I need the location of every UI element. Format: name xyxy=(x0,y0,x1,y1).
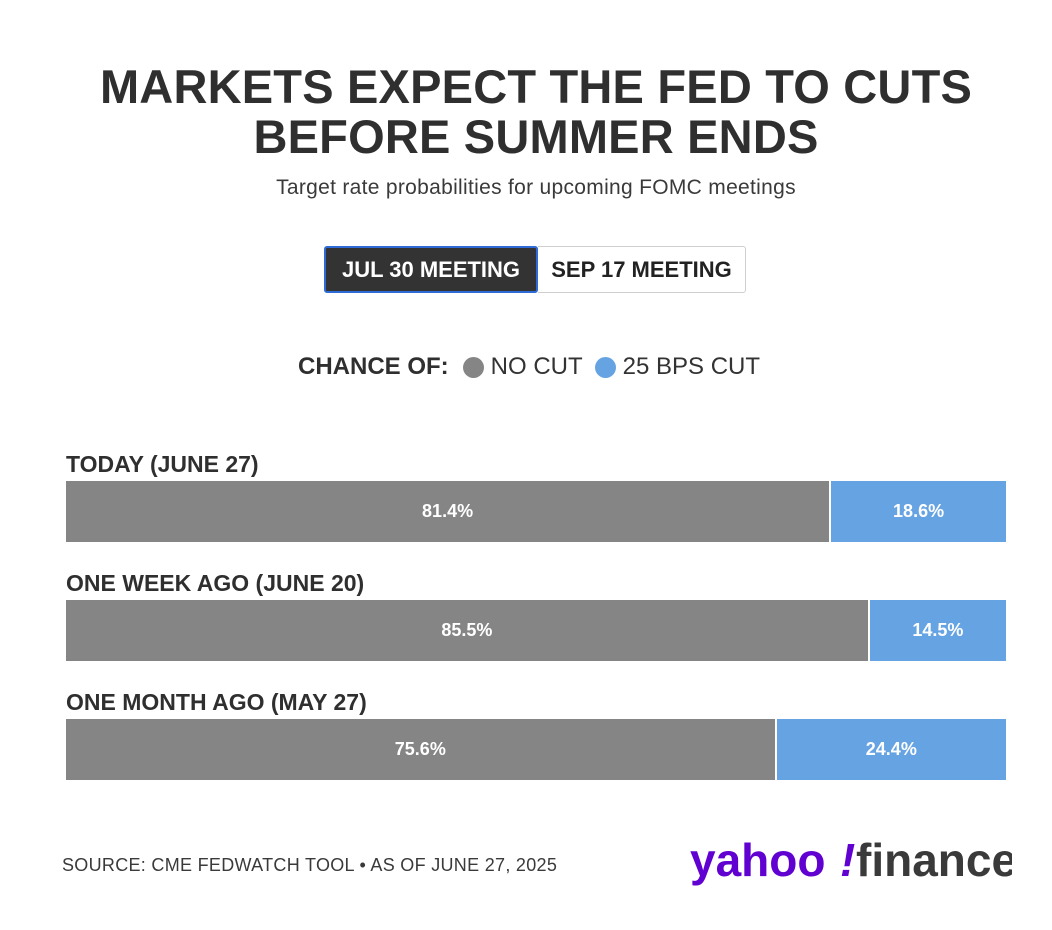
row-label: ONE MONTH AGO (MAY 27) xyxy=(66,689,367,715)
bar-segment-25bps-cut: 18.6% xyxy=(831,481,1006,542)
bar-row: 75.6% 24.4% xyxy=(66,719,1006,780)
legend-dot-no-cut xyxy=(462,356,484,378)
chart-subtitle: Target rate probabilities for upcoming F… xyxy=(276,176,796,199)
bar-segment-no-cut: 81.4% xyxy=(66,481,832,542)
legend-lead: CHANCE OF: xyxy=(298,353,449,380)
logo-finance: finance xyxy=(856,834,1012,886)
bar-value-label: 14.5% xyxy=(912,620,964,640)
bar-segment-25bps-cut: 24.4% xyxy=(776,719,1006,780)
bar-segment-no-cut: 85.5% xyxy=(66,600,870,661)
bar-value-label: 81.4% xyxy=(422,501,474,521)
meeting-tabs: JUL 30 MEETING SEP 17 MEETING xyxy=(324,246,746,293)
legend: CHANCE OF: NO CUT 25 BPS CUT xyxy=(298,349,772,385)
row-label: ONE WEEK AGO (JUNE 20) xyxy=(66,570,365,596)
logo-yahoo: yahoo xyxy=(690,834,825,886)
bar-value-label: 18.6% xyxy=(893,501,945,521)
yahoo-finance-logo: yahoo ! finance xyxy=(690,834,1012,886)
legend-dot-25bps-cut xyxy=(594,356,616,378)
tab-jul-30-meeting[interactable]: JUL 30 MEETING xyxy=(324,246,538,293)
legend-label-25bps-cut: 25 BPS CUT xyxy=(622,353,761,380)
bar-segment-25bps-cut: 14.5% xyxy=(869,600,1006,661)
bar-value-label: 85.5% xyxy=(441,620,493,640)
row-label: TODAY (JUNE 27) xyxy=(66,451,259,477)
tab-sep-17-meeting[interactable]: SEP 17 MEETING xyxy=(538,246,746,293)
legend-item-25bps-cut: 25 BPS CUT xyxy=(594,353,761,381)
source-note: SOURCE: CME FEDWATCH TOOL • AS OF JUNE 2… xyxy=(62,855,558,875)
title-line-1: MARKETS EXPECT THE FED TO CUTS xyxy=(99,60,973,113)
legend-item-no-cut: NO CUT xyxy=(462,353,583,381)
bar-row: 85.5% 14.5% xyxy=(66,600,1006,661)
bar-value-label: 75.6% xyxy=(394,739,446,759)
bar-row: 81.4% 18.6% xyxy=(66,481,1006,542)
logo-mark: ! xyxy=(840,834,855,886)
bar-segment-no-cut: 75.6% xyxy=(66,719,777,780)
chart-title: MARKETS EXPECT THE FED TO CUTS BEFORE SU… xyxy=(0,62,1052,162)
legend-label-no-cut: NO CUT xyxy=(490,353,583,380)
bar-value-label: 24.4% xyxy=(865,739,917,759)
title-line-2: BEFORE SUMMER ENDS xyxy=(253,110,819,163)
